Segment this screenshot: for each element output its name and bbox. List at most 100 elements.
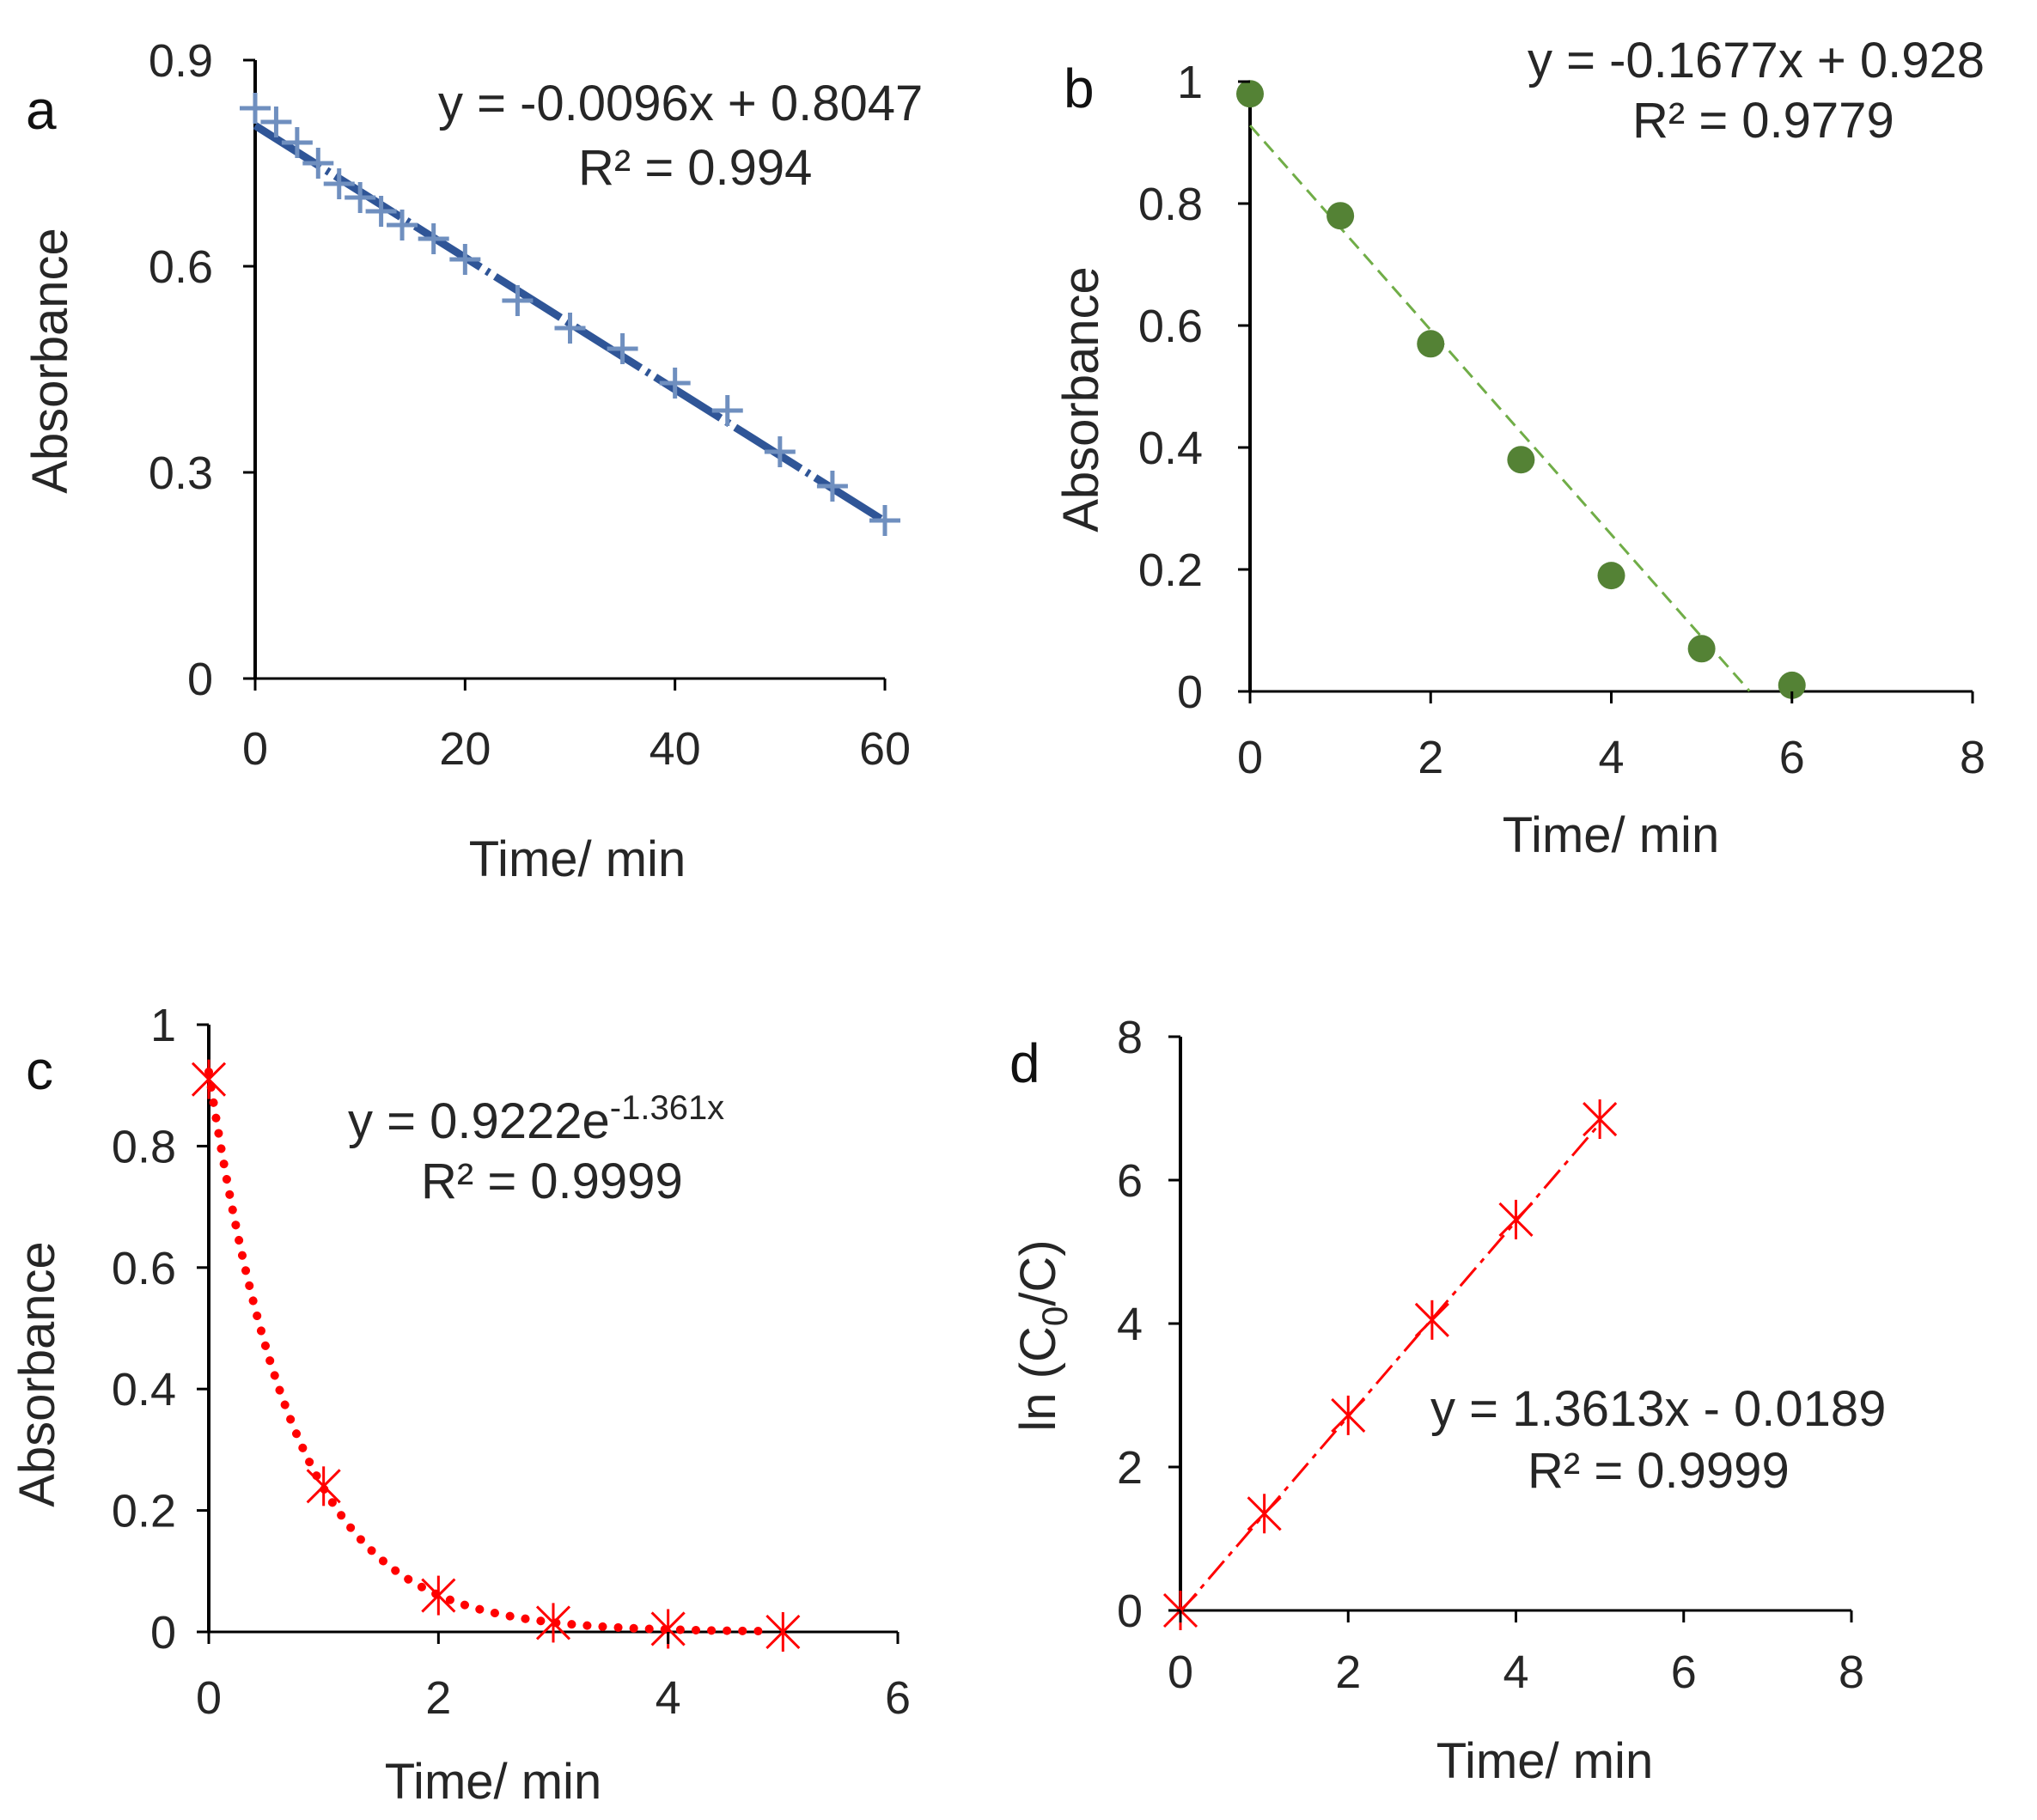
panel-d-xtick-label: 2 <box>1335 1647 1361 1698</box>
panel-d-data-point <box>1498 1199 1534 1239</box>
panel-c-markers <box>191 1059 801 1652</box>
panel-a-data-point <box>659 368 691 399</box>
panel-c-label: c <box>26 1039 53 1101</box>
panel-b-label: b <box>1064 58 1095 119</box>
panel-d-xtick-label: 4 <box>1503 1647 1528 1698</box>
panel-c-ytick-label: 1 <box>150 1000 176 1051</box>
panel-c-xtick-label: 6 <box>885 1672 911 1724</box>
panel-a-xtick-label: 20 <box>439 723 491 775</box>
panel-a-data-point <box>869 505 900 536</box>
panel-b-xlabel: Time/ min <box>1503 807 1719 863</box>
panel-a-data-point <box>764 436 796 467</box>
panel-b-ytick-label: 0 <box>1177 667 1203 718</box>
panel-b-trendline <box>1248 125 1751 692</box>
panel-a-data-point <box>323 168 355 199</box>
panel-c-equation-exponent: -1.361x <box>610 1089 724 1127</box>
panel-b-xtick-label: 8 <box>1960 732 1985 783</box>
panel-b-r2: R² = 0.9779 <box>1632 93 1894 149</box>
panel-a-data-point <box>607 333 638 364</box>
panel-a-ytick-label: 0.9 <box>149 35 213 87</box>
panel-d-xtick-label: 8 <box>1839 1647 1864 1698</box>
panel-a-ylabel: Absorbance <box>22 228 78 494</box>
panel-c-equation: y = 0.9222e-1.361x <box>348 1089 724 1149</box>
panel-b-data-point <box>1597 562 1625 590</box>
panel-c-equation-base: y = 0.9222e <box>348 1093 610 1149</box>
panel-d-ytick-label: 0 <box>1117 1586 1143 1637</box>
panel-c-ytick-label: 0.2 <box>112 1486 176 1537</box>
panel-b-data-point <box>1687 635 1716 663</box>
panel-c-r2: R² = 0.9999 <box>421 1153 683 1209</box>
panel-a-equation: y = -0.0096x + 0.8047 <box>438 76 923 131</box>
panel-a-data-point <box>387 210 418 240</box>
panel-c-ytick-label: 0.8 <box>112 1121 176 1172</box>
panel-a-data-point <box>449 244 481 275</box>
panel-b-data-point <box>1778 671 1806 699</box>
panel-b-data-point <box>1326 202 1355 230</box>
panel-a-ytick-label: 0.3 <box>149 447 213 499</box>
panel-c-ytick-label: 0.4 <box>112 1364 176 1415</box>
panel-a-ytick-label: 0 <box>187 654 213 705</box>
panel-b-axes <box>1248 82 1973 693</box>
panel-c-xtick-label: 4 <box>656 1672 681 1724</box>
panel-a-data-point <box>281 127 313 158</box>
panel-a-markers <box>240 93 900 536</box>
panel-a-data-point <box>816 471 848 502</box>
panel-b-ytick-label: 0.4 <box>1138 423 1203 474</box>
panel-b-ytick-label: 0.2 <box>1138 545 1203 596</box>
panel-a-data-point <box>418 223 449 254</box>
panel-a-data-point <box>711 395 743 426</box>
panel-b-xtick-label: 0 <box>1237 732 1263 783</box>
panel-a-data-point <box>345 182 376 213</box>
panel-d-xlabel: Time/ min <box>1436 1733 1653 1789</box>
panel-a-ticks: 0 0.3 0.6 0.9 0 20 40 60 <box>149 35 911 775</box>
panel-a: a 0 0.3 0.6 0.9 0 20 40 60 Time/ min Absorbance… <box>22 35 923 887</box>
panel-d-equation: y = 1.3613x - 0.0189 <box>1430 1381 1886 1437</box>
panel-c-xtick-label: 2 <box>425 1672 451 1724</box>
panel-c-ytick-label: 0 <box>150 1607 176 1659</box>
panel-d-trendline <box>1179 1123 1601 1613</box>
panel-d-markers <box>1162 1099 1618 1630</box>
panel-a-data-point <box>240 93 271 124</box>
panel-b-data-point <box>1507 446 1535 474</box>
panel-b-trendline-path <box>1248 125 1751 692</box>
panel-a-data-point <box>554 313 586 344</box>
panel-a-data-point <box>260 107 292 137</box>
panel-b-data-point <box>1417 330 1445 358</box>
panel-c-xtick-label: 0 <box>196 1672 222 1724</box>
panel-d-label: d <box>1009 1032 1040 1094</box>
panel-b-ticks: 0 0.2 0.4 0.6 0.8 1 0 2 4 6 8 <box>1138 57 1985 783</box>
panel-b-data-point <box>1236 80 1264 108</box>
panel-b: b 0 0.2 0.4 0.6 0.8 1 0 2 4 6 8 Time/ min Absorban… <box>1053 33 1985 863</box>
panel-d-ylabel-sub: 0 <box>1034 1306 1075 1326</box>
panel-c-trendline-path <box>204 1068 771 1636</box>
panel-d-xtick-label: 0 <box>1168 1647 1193 1698</box>
panel-b-markers <box>1236 80 1806 699</box>
panel-c: c 0 0.2 0.4 0.6 0.8 1 0 2 4 6 Time/ min Absorbanc… <box>9 1000 911 1810</box>
panel-a-xlabel: Time/ min <box>469 831 686 887</box>
panel-b-equation: y = -0.1677x + 0.928 <box>1528 33 1985 88</box>
panel-b-ytick-label: 1 <box>1177 57 1203 108</box>
panel-c-ticks: 0 0.2 0.4 0.6 0.8 1 0 2 4 6 <box>112 1000 911 1724</box>
panel-d-trendline-path <box>1179 1123 1601 1613</box>
panel-d-ytick-label: 6 <box>1117 1155 1143 1207</box>
panel-c-data-point <box>421 1575 456 1616</box>
panel-a-xtick-label: 40 <box>650 723 701 775</box>
panel-d-xtick-label: 6 <box>1671 1647 1697 1698</box>
panel-c-data-point <box>535 1603 571 1643</box>
panel-c-data-point <box>306 1466 341 1507</box>
panel-a-data-point <box>365 196 397 227</box>
panel-d-ytick-label: 8 <box>1117 1012 1143 1063</box>
panel-d-ticks: 0 2 4 6 8 0 2 4 6 8 <box>1117 1012 1864 1698</box>
panel-d-ytick-label: 2 <box>1117 1442 1143 1494</box>
panel-c-xlabel: Time/ min <box>385 1754 601 1810</box>
panel-d-axes <box>1179 1037 1851 1612</box>
panel-d-ylabel-tail: /C) <box>1010 1239 1066 1306</box>
panel-b-xtick-label: 2 <box>1418 732 1443 783</box>
panel-a-data-point <box>302 148 334 179</box>
panel-d-data-point <box>1583 1099 1618 1140</box>
panel-a-xtick-label: 60 <box>859 723 911 775</box>
panel-d-ylabel-main: ln (C <box>1010 1326 1066 1431</box>
panel-b-ylabel: Absorbance <box>1053 266 1109 533</box>
